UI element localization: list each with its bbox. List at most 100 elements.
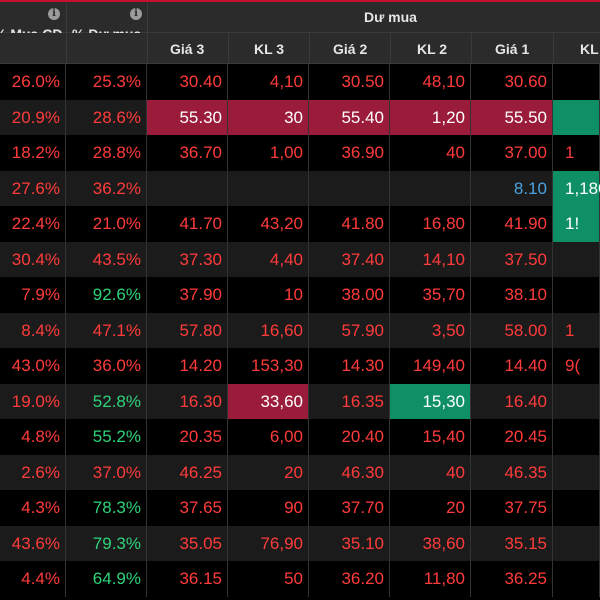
- cell-du-mua[interactable]: 36.2%: [66, 170, 147, 206]
- cell-kl2[interactable]: 149,40: [390, 348, 471, 384]
- cell-gia2[interactable]: 36.90: [309, 135, 390, 171]
- cell-gia1[interactable]: 55.50: [471, 99, 553, 135]
- cell-mua-cd[interactable]: 26.0%: [0, 64, 66, 100]
- cell-gia2[interactable]: 55.40: [309, 99, 390, 135]
- cell-kl2[interactable]: 40: [390, 454, 471, 490]
- cell-kl3[interactable]: 4,10: [228, 64, 309, 100]
- cell-kl3[interactable]: [228, 170, 309, 206]
- cell-kl3[interactable]: 30: [228, 99, 309, 135]
- cell-kl2[interactable]: 14,10: [390, 241, 471, 277]
- cell-kl3[interactable]: 43,20: [228, 206, 309, 242]
- cell-mua-cd[interactable]: 4.8%: [0, 419, 66, 455]
- cell-du-mua[interactable]: 25.3%: [66, 64, 147, 100]
- cell-du-mua[interactable]: 28.8%: [66, 135, 147, 171]
- cell-kl1[interactable]: [553, 454, 600, 490]
- cell-du-mua[interactable]: 55.2%: [66, 419, 147, 455]
- table-row[interactable]: 2.6% 37.0% 46.25 20 46.30 40 46.35: [0, 454, 600, 490]
- cell-du-mua[interactable]: 47.1%: [66, 312, 147, 348]
- cell-kl2[interactable]: 38,60: [390, 525, 471, 561]
- cell-gia3[interactable]: 57.80: [147, 312, 228, 348]
- cell-gia3[interactable]: 37.30: [147, 241, 228, 277]
- cell-mua-cd[interactable]: 4.3%: [0, 490, 66, 526]
- cell-kl3[interactable]: 1,00: [228, 135, 309, 171]
- cell-du-mua[interactable]: 43.5%: [66, 241, 147, 277]
- cell-gia1[interactable]: 35.15: [471, 525, 553, 561]
- cell-kl3[interactable]: 50: [228, 561, 309, 597]
- cell-du-mua[interactable]: 21.0%: [66, 206, 147, 242]
- cell-kl3[interactable]: 10: [228, 277, 309, 313]
- cell-gia3[interactable]: [147, 170, 228, 206]
- cell-kl3[interactable]: 90: [228, 490, 309, 526]
- cell-gia2[interactable]: 41.80: [309, 206, 390, 242]
- cell-kl2[interactable]: 3,50: [390, 312, 471, 348]
- cell-mua-cd[interactable]: 43.6%: [0, 525, 66, 561]
- col-header-gia2[interactable]: Giá 2: [333, 41, 368, 57]
- cell-gia3[interactable]: 41.70: [147, 206, 228, 242]
- cell-gia1[interactable]: 37.00: [471, 135, 553, 171]
- cell-mua-cd[interactable]: 19.0%: [0, 383, 66, 419]
- cell-kl1[interactable]: [553, 561, 600, 597]
- cell-gia3[interactable]: 46.25: [147, 454, 228, 490]
- cell-mua-cd[interactable]: 18.2%: [0, 135, 66, 171]
- table-row[interactable]: 26.0% 25.3% 30.40 4,10 30.50 48,10 30.60: [0, 64, 600, 100]
- cell-kl3[interactable]: 153,30: [228, 348, 309, 384]
- cell-kl2[interactable]: 48,10: [390, 64, 471, 100]
- cell-kl1[interactable]: [553, 99, 600, 135]
- table-row[interactable]: 7.9% 92.6% 37.90 10 38.00 35,70 38.10: [0, 277, 600, 313]
- cell-kl3[interactable]: 20: [228, 454, 309, 490]
- cell-gia1[interactable]: 8.10: [471, 170, 553, 206]
- cell-mua-cd[interactable]: 43.0%: [0, 348, 66, 384]
- cell-gia2[interactable]: [309, 170, 390, 206]
- cell-gia3[interactable]: 37.65: [147, 490, 228, 526]
- cell-gia2[interactable]: 16.35: [309, 383, 390, 419]
- cell-du-mua[interactable]: 52.8%: [66, 383, 147, 419]
- cell-kl1[interactable]: 1: [553, 312, 600, 348]
- col-header-kl1[interactable]: KL: [580, 41, 599, 57]
- cell-kl1[interactable]: [553, 419, 600, 455]
- col-header-kl3[interactable]: KL 3: [254, 41, 285, 57]
- cell-kl1[interactable]: 9(: [553, 348, 600, 384]
- cell-kl1[interactable]: 1: [553, 135, 600, 171]
- cell-gia3[interactable]: 35.05: [147, 525, 228, 561]
- cell-gia2[interactable]: 37.70: [309, 490, 390, 526]
- col-header-gia3[interactable]: Giá 3: [170, 41, 205, 57]
- cell-kl2[interactable]: 11,80: [390, 561, 471, 597]
- cell-gia3[interactable]: 16.30: [147, 383, 228, 419]
- cell-mua-cd[interactable]: 2.6%: [0, 454, 66, 490]
- cell-kl3[interactable]: 76,90: [228, 525, 309, 561]
- cell-gia1[interactable]: 37.75: [471, 490, 553, 526]
- cell-mua-cd[interactable]: 7.9%: [0, 277, 66, 313]
- cell-mua-cd[interactable]: 20.9%: [0, 99, 66, 135]
- cell-kl3[interactable]: 33,60: [228, 383, 309, 419]
- cell-gia2[interactable]: 14.30: [309, 348, 390, 384]
- cell-gia1[interactable]: 16.40: [471, 383, 553, 419]
- table-row[interactable]: 18.2% 28.8% 36.70 1,00 36.90 40 37.00 1: [0, 135, 600, 171]
- cell-du-mua[interactable]: 79.3%: [66, 525, 147, 561]
- cell-gia1[interactable]: 20.45: [471, 419, 553, 455]
- cell-gia1[interactable]: 36.25: [471, 561, 553, 597]
- cell-kl2[interactable]: 1,20: [390, 99, 471, 135]
- table-row[interactable]: 4.8% 55.2% 20.35 6,00 20.40 15,40 20.45: [0, 419, 600, 455]
- info-icon[interactable]: i: [130, 8, 142, 20]
- table-row[interactable]: 4.4% 64.9% 36.15 50 36.20 11,80 36.25: [0, 561, 600, 597]
- cell-mua-cd[interactable]: 8.4%: [0, 312, 66, 348]
- table-row[interactable]: 43.0% 36.0% 14.20 153,30 14.30 149,40 14.40 9(: [0, 348, 600, 384]
- cell-gia1[interactable]: 38.10: [471, 277, 553, 313]
- cell-gia3[interactable]: 14.20: [147, 348, 228, 384]
- cell-du-mua[interactable]: 92.6%: [66, 277, 147, 313]
- table-row[interactable]: 27.6%36.2% 8.101,180: [0, 170, 600, 206]
- cell-du-mua[interactable]: 28.6%: [66, 99, 147, 135]
- cell-kl1[interactable]: 1!: [553, 206, 600, 242]
- cell-mua-cd[interactable]: 30.4%: [0, 241, 66, 277]
- cell-mua-cd[interactable]: 27.6%: [0, 170, 66, 206]
- table-row[interactable]: 22.4% 21.0% 41.70 43,20 41.80 16,80 41.90 1!: [0, 206, 600, 242]
- cell-gia2[interactable]: 30.50: [309, 64, 390, 100]
- cell-du-mua[interactable]: 64.9%: [66, 561, 147, 597]
- col-header-gia1[interactable]: Giá 1: [495, 41, 530, 57]
- cell-du-mua[interactable]: 36.0%: [66, 348, 147, 384]
- cell-gia2[interactable]: 36.20: [309, 561, 390, 597]
- cell-gia2[interactable]: 57.90: [309, 312, 390, 348]
- cell-kl1[interactable]: [553, 64, 600, 100]
- table-row[interactable]: 4.3% 78.3% 37.65 90 37.70 20 37.75: [0, 490, 600, 526]
- cell-gia1[interactable]: 58.00: [471, 312, 553, 348]
